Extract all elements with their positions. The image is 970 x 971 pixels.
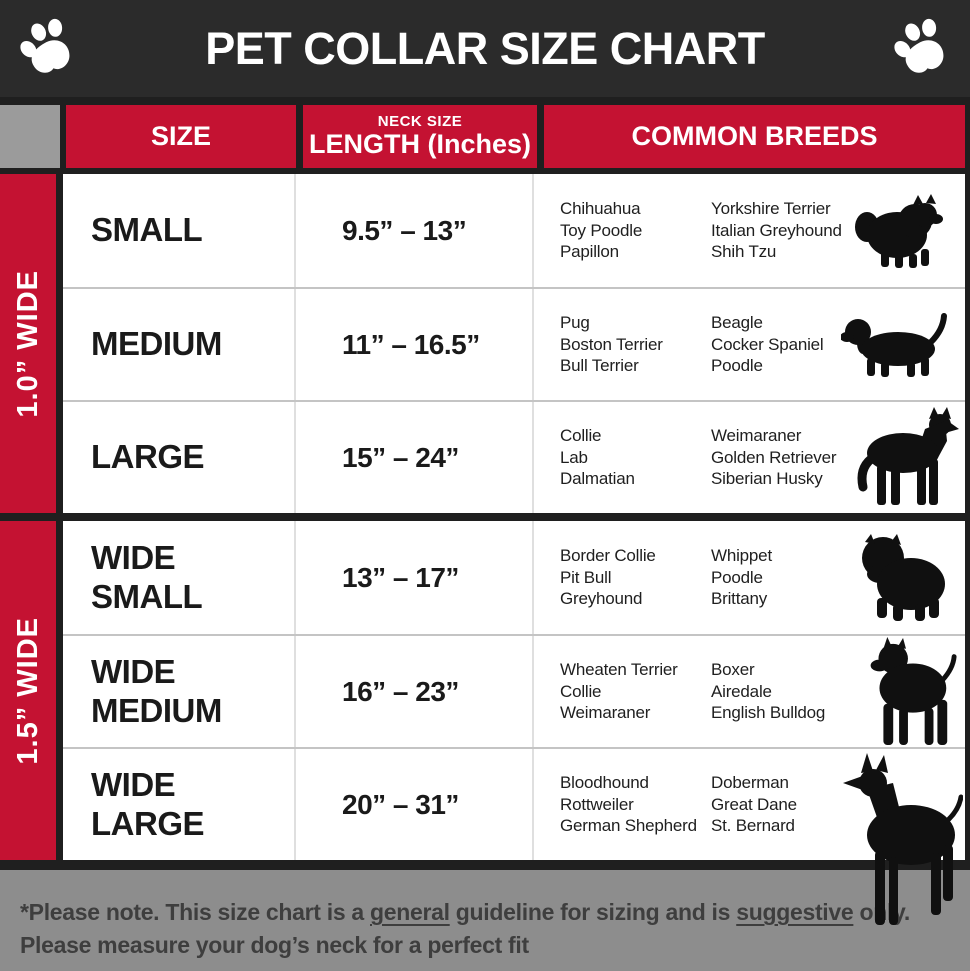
table-row-wide-small: WIDE SMALL 13” – 17” Border Collie Pit B… xyxy=(63,521,965,634)
note-segment: guideline for sizing and is xyxy=(449,899,737,925)
breeds-cell: Collie Lab Dalmatian Weimaraner Golden R… xyxy=(534,402,965,513)
length-cell: 15” – 24” xyxy=(296,402,534,513)
group-rows: SMALL 9.5” – 13” Chihuahua Toy Poodle Pa… xyxy=(63,174,965,513)
bulldog-icon xyxy=(862,533,945,621)
breeds-cell: Border Collie Pit Bull Greyhound Whippet… xyxy=(534,521,965,634)
breeds-cell: Wheaten Terrier Collie Weimaraner Boxer … xyxy=(534,636,965,747)
group-1-0-wide: 1.0” WIDE SMALL 9.5” – 13” Chihuahua Toy… xyxy=(0,174,970,513)
size-cell: SMALL xyxy=(63,174,296,287)
breeds-cell: Chihuahua Toy Poodle Papillon Yorkshire … xyxy=(534,174,965,287)
paw-print-icon xyxy=(894,18,944,73)
length-cell: 16” – 23” xyxy=(296,636,534,747)
breeds-list: Boxer Airedale English Bulldog xyxy=(711,660,826,723)
group-label-band: 1.0” WIDE xyxy=(0,174,56,513)
table-row-large: LARGE 15” – 24” Collie Lab Dalmatian Wei… xyxy=(63,400,965,513)
table-header-row: SIZE NECK SIZE LENGTH (Inches) COMMON BR… xyxy=(0,105,965,168)
title-bar: PET COLLAR SIZE CHART xyxy=(0,0,970,97)
page-title: PET COLLAR SIZE CHART xyxy=(205,23,765,74)
breeds-list: Yorkshire Terrier Italian Greyhound Shih… xyxy=(711,199,842,262)
size-cell: WIDE LARGE xyxy=(63,749,296,860)
length-cell: 11” – 16.5” xyxy=(296,289,534,400)
breeds-cell: Pug Boston Terrier Bull Terrier Beagle C… xyxy=(534,289,965,400)
note-segment-underlined: general xyxy=(370,899,450,925)
breeds-list: Chihuahua Toy Poodle Papillon xyxy=(560,199,643,262)
breeds-list: Collie Lab Dalmatian xyxy=(560,426,635,489)
length-cell: 13” – 17” xyxy=(296,521,534,634)
table-row-small: SMALL 9.5” – 13” Chihuahua Toy Poodle Pa… xyxy=(63,174,965,287)
column-header-common-breeds: COMMON BREEDS xyxy=(544,105,965,168)
table-row-medium: MEDIUM 11” – 16.5” Pug Boston Terrier Bu… xyxy=(63,287,965,400)
column-header-neck-length: NECK SIZE LENGTH (Inches) xyxy=(303,105,537,168)
size-cell: MEDIUM xyxy=(63,289,296,400)
group-label-band: 1.5” WIDE xyxy=(0,521,56,860)
size-cell: WIDE MEDIUM xyxy=(63,636,296,747)
neck-size-label: NECK SIZE xyxy=(377,113,463,131)
breeds-list: Beagle Cocker Spaniel Poodle xyxy=(711,313,824,376)
german-shepherd-icon xyxy=(857,406,959,505)
pit-bull-icon xyxy=(870,636,957,745)
table-row-wide-medium: WIDE MEDIUM 16” – 23” Wheaten Terrier Co… xyxy=(63,634,965,747)
group-width-label: 1.0” WIDE xyxy=(11,269,44,418)
breeds-list: Wheaten Terrier Collie Weimaraner xyxy=(560,660,678,723)
table-row-wide-large: WIDE LARGE 20” – 31” Bloodhound Rottweil… xyxy=(63,747,965,925)
length-cell: 20” – 31” xyxy=(296,749,534,860)
small-fluffy-dog-icon xyxy=(855,193,943,268)
breeds-list: Border Collie Pit Bull Greyhound xyxy=(560,546,656,609)
note-segment: *Please note. This size chart is a xyxy=(20,899,370,925)
group-1-5-wide: 1.5” WIDE WIDE SMALL 13” – 17” Border Co… xyxy=(0,521,970,925)
length-cell: 9.5” – 13” xyxy=(296,174,534,287)
group-separator xyxy=(0,513,970,521)
length-inches-label: LENGTH (Inches) xyxy=(308,129,531,160)
group-width-label: 1.5” WIDE xyxy=(11,616,44,765)
footer-note-line1: *Please note. This size chart is a gener… xyxy=(20,896,970,929)
beagle-icon xyxy=(841,312,947,377)
group-rows: WIDE SMALL 13” – 17” Border Collie Pit B… xyxy=(63,521,965,925)
note-segment-underlined: suggestive xyxy=(736,899,854,925)
breeds-list: Pug Boston Terrier Bull Terrier xyxy=(560,313,663,376)
breeds-list: Bloodhound Rottweiler German Shepherd xyxy=(560,773,697,836)
size-cell: LARGE xyxy=(63,402,296,513)
doberman-icon xyxy=(843,753,963,925)
column-header-size: SIZE xyxy=(66,105,296,168)
breeds-list: Whippet Poodle Brittany xyxy=(711,546,772,609)
size-cell: WIDE SMALL xyxy=(63,521,296,634)
footer-note-line2: Please measure your dog’s neck for a per… xyxy=(20,932,529,958)
breeds-cell: Bloodhound Rottweiler German Shepherd Do… xyxy=(534,749,965,925)
breeds-list: Doberman Great Dane St. Bernard xyxy=(711,773,797,836)
footer-note: *Please note. This size chart is a gener… xyxy=(0,870,970,971)
breeds-list: Weimaraner Golden Retriever Siberian Hus… xyxy=(711,426,837,489)
corner-cell xyxy=(0,105,60,168)
paw-print-icon xyxy=(20,18,70,73)
size-chart-table: SIZE NECK SIZE LENGTH (Inches) COMMON BR… xyxy=(0,97,970,925)
